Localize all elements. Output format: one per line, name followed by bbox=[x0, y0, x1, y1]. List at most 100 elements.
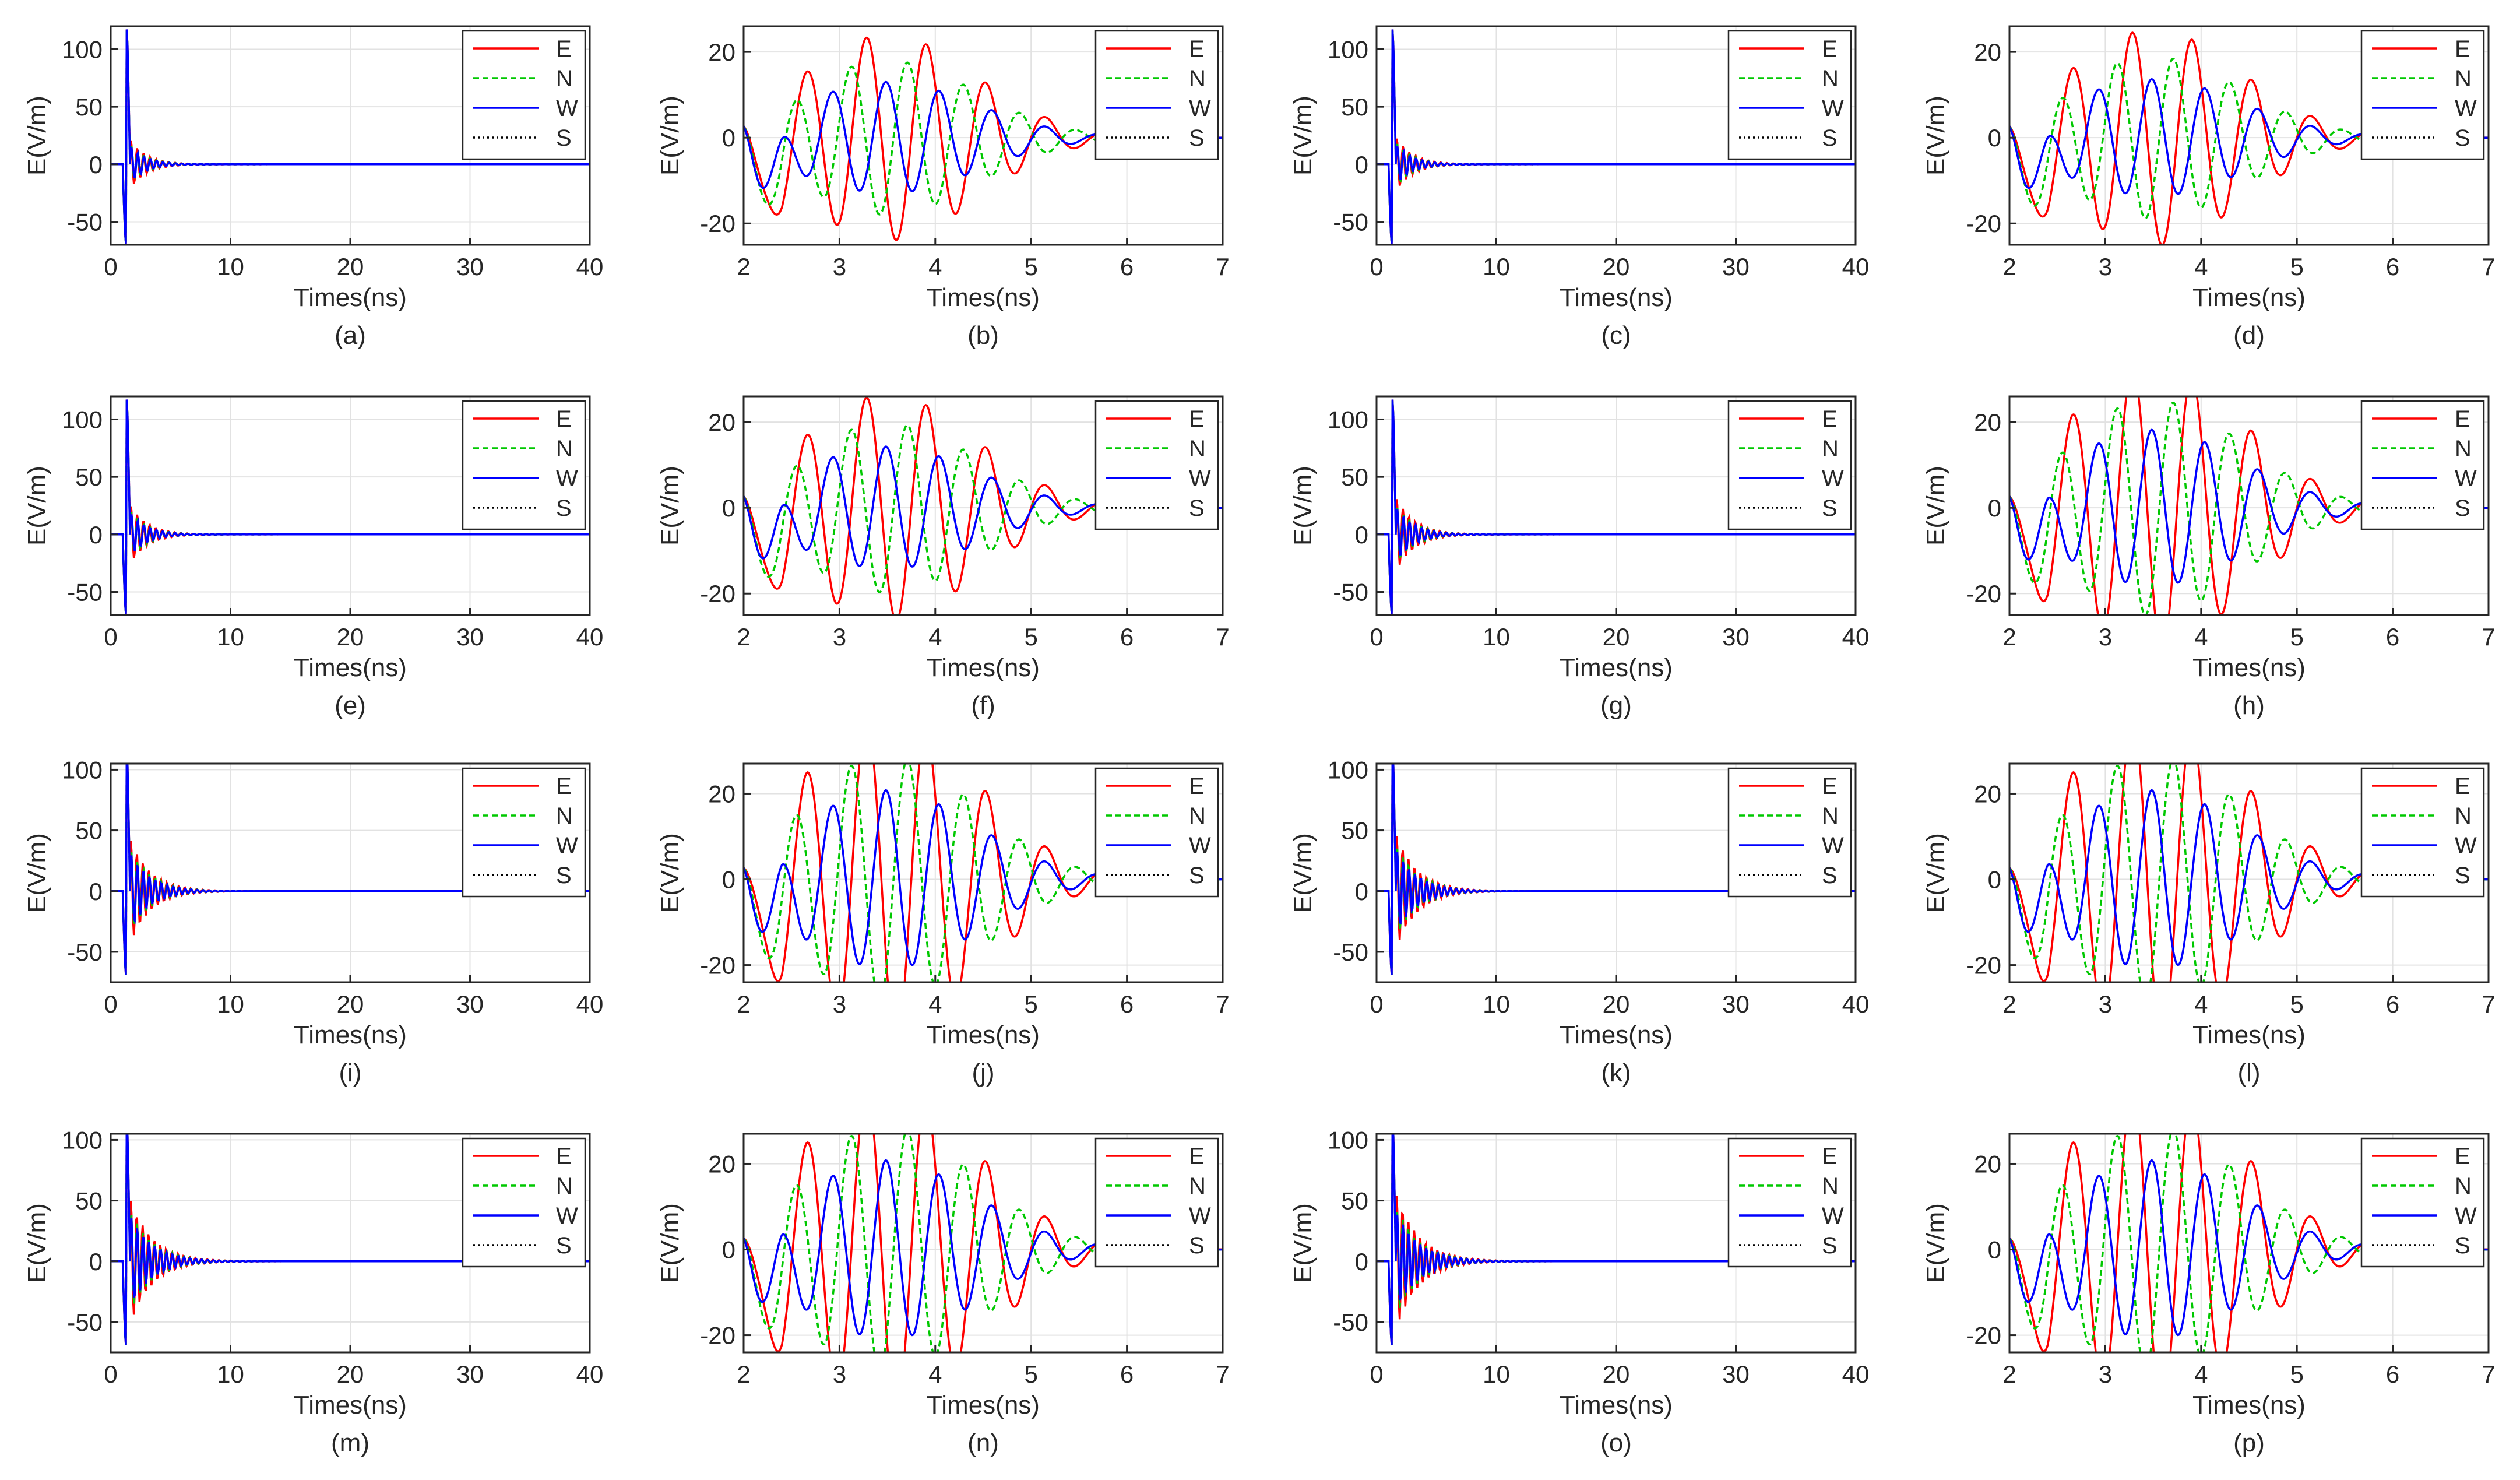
x-tick-label: 4 bbox=[2194, 253, 2208, 280]
legend-label-N: N bbox=[1822, 436, 1839, 462]
x-tick-label: 4 bbox=[2194, 623, 2208, 651]
x-tick-label: 3 bbox=[833, 623, 846, 651]
legend-label-N: N bbox=[1822, 66, 1839, 92]
y-tick-label: 20 bbox=[708, 409, 735, 436]
x-tick-label: 30 bbox=[456, 623, 484, 651]
legend-label-W: W bbox=[1189, 466, 1211, 491]
y-axis-label: E(V/m) bbox=[1921, 833, 1950, 913]
x-tick-label: 7 bbox=[2482, 1361, 2495, 1388]
y-tick-label: 100 bbox=[62, 36, 103, 63]
legend-label-E: E bbox=[2455, 36, 2470, 62]
x-tick-label: 30 bbox=[456, 253, 484, 280]
legend-label-E: E bbox=[556, 36, 572, 62]
x-tick-label: 7 bbox=[2482, 990, 2495, 1018]
axes-box bbox=[742, 762, 1224, 983]
legend-label-N: N bbox=[1822, 803, 1839, 829]
legend-label-W: W bbox=[1822, 833, 1844, 859]
y-axis-label: E(V/m) bbox=[1289, 1203, 1317, 1283]
panel-caption: (p) bbox=[2233, 1429, 2265, 1457]
x-axis-label: Times(ns) bbox=[1560, 653, 1673, 682]
x-tick-label: 0 bbox=[104, 1361, 117, 1388]
legend-label-W: W bbox=[556, 1203, 578, 1229]
legend-label-E: E bbox=[1822, 774, 1838, 799]
x-tick-label: 5 bbox=[2290, 990, 2304, 1018]
y-tick-label: -50 bbox=[1333, 938, 1368, 966]
legend-label-W: W bbox=[1822, 466, 1844, 491]
y-tick-label: 0 bbox=[722, 494, 735, 522]
x-tick-label: 10 bbox=[217, 623, 244, 651]
y-tick-label: -50 bbox=[1333, 1309, 1368, 1336]
x-tick-label: 20 bbox=[1603, 253, 1630, 280]
y-tick-label: 20 bbox=[1974, 780, 2001, 807]
x-tick-label: 30 bbox=[1722, 990, 1750, 1018]
series-line-W bbox=[111, 29, 590, 244]
y-axis-label: E(V/m) bbox=[1921, 96, 1950, 175]
panel-caption: (o) bbox=[1600, 1429, 1632, 1457]
x-tick-label: 40 bbox=[576, 1361, 604, 1388]
legend-label-E: E bbox=[2455, 774, 2470, 799]
x-tick-label: 0 bbox=[104, 990, 117, 1018]
y-axis-label: E(V/m) bbox=[23, 466, 51, 546]
y-tick-label: 20 bbox=[708, 1150, 735, 1177]
y-axis-label: E(V/m) bbox=[656, 833, 684, 913]
legend-label-E: E bbox=[1822, 406, 1838, 432]
y-tick-label: 20 bbox=[1974, 38, 2001, 66]
legend-label-S: S bbox=[2455, 495, 2470, 521]
x-tick-label: 20 bbox=[1603, 623, 1630, 651]
x-tick-label: 6 bbox=[2386, 1361, 2399, 1388]
y-tick-label: 50 bbox=[75, 1187, 103, 1215]
x-axis-label: Times(ns) bbox=[2192, 1021, 2306, 1049]
y-tick-label: 0 bbox=[1988, 866, 2001, 894]
x-tick-label: 10 bbox=[217, 1361, 244, 1388]
legend-label-W: W bbox=[556, 466, 578, 491]
y-tick-label: 50 bbox=[1341, 817, 1368, 845]
x-tick-label: 6 bbox=[1120, 623, 1134, 651]
x-axis-label: Times(ns) bbox=[1560, 1391, 1673, 1419]
panel-caption: (m) bbox=[331, 1429, 369, 1457]
x-tick-label: 10 bbox=[1483, 1361, 1510, 1388]
legend-label-E: E bbox=[1822, 36, 1838, 62]
x-tick-label: 3 bbox=[2099, 1361, 2112, 1388]
legend-label-S: S bbox=[556, 863, 572, 888]
y-tick-label: 0 bbox=[1355, 151, 1368, 178]
y-tick-label: 20 bbox=[708, 780, 735, 807]
x-tick-label: 2 bbox=[737, 1361, 750, 1388]
x-tick-label: 0 bbox=[1370, 623, 1383, 651]
x-axis-label: Times(ns) bbox=[294, 653, 407, 682]
y-tick-label: -20 bbox=[1966, 952, 2001, 979]
y-tick-label: 50 bbox=[1341, 93, 1368, 121]
legend-label-N: N bbox=[2455, 436, 2472, 462]
legend-label-N: N bbox=[2455, 803, 2472, 829]
x-tick-label: 7 bbox=[2482, 253, 2495, 280]
x-tick-label: 5 bbox=[2290, 253, 2304, 280]
y-tick-label: 100 bbox=[1328, 406, 1368, 433]
y-axis-label: E(V/m) bbox=[1289, 833, 1317, 913]
panel-caption: (h) bbox=[2233, 691, 2265, 720]
y-tick-label: 0 bbox=[1988, 494, 2001, 522]
x-tick-label: 4 bbox=[2194, 1361, 2208, 1388]
y-tick-label: -20 bbox=[700, 952, 735, 979]
legend-label-E: E bbox=[1189, 774, 1205, 799]
y-tick-label: 0 bbox=[722, 866, 735, 894]
y-tick-label: -20 bbox=[700, 210, 735, 237]
y-axis-label: E(V/m) bbox=[23, 96, 51, 175]
y-tick-label: 100 bbox=[1328, 756, 1368, 783]
y-axis-label: E(V/m) bbox=[1289, 466, 1317, 546]
x-axis-label: Times(ns) bbox=[927, 1391, 1040, 1419]
y-tick-label: -50 bbox=[67, 579, 103, 606]
